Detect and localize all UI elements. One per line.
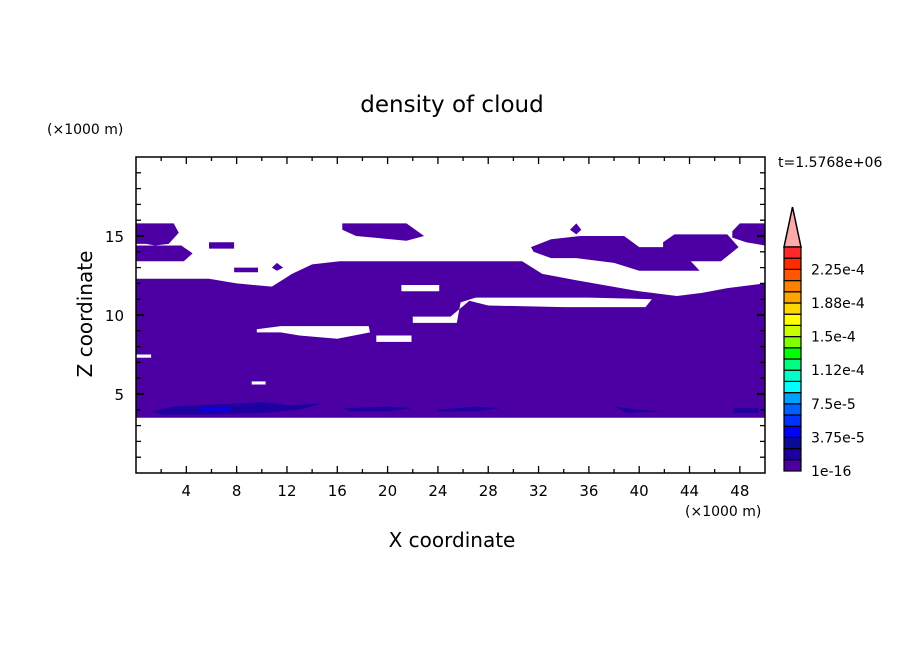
cloud-contour (136, 245, 193, 262)
colorbar-label: 1e-16 (811, 464, 851, 480)
cloud-gap (136, 354, 152, 358)
colorbar-swatch (783, 268, 802, 282)
colorbar-swatch (783, 369, 802, 383)
colorbar-swatch (783, 302, 802, 315)
colorbar-swatch (783, 459, 802, 472)
cloud-contour (271, 262, 284, 271)
cloud-contour (151, 401, 323, 415)
cloud-contour (136, 223, 179, 246)
colorbar-label: 2.25e-4 (811, 262, 865, 278)
colorbar-swatch (783, 380, 802, 394)
cloud-contour (342, 223, 425, 241)
y-tick-label: 10 (105, 307, 124, 325)
colorbar-label: 7.5e-5 (811, 397, 856, 413)
cloud-contour (733, 408, 759, 413)
y-tick-label: 5 (114, 386, 124, 404)
chart-title: density of cloud (360, 92, 543, 118)
x-unit-label: (×1000 m) (685, 504, 761, 520)
colorbar-swatch (783, 291, 802, 304)
colorbar-swatch (783, 257, 802, 271)
y-tick-label: 15 (105, 228, 124, 246)
colorbar: 2.25e-4 1.88e-4 1.5e-4 1.12e-4 7.5e-5 3.75e-5… (783, 206, 865, 480)
colorbar-swatch (783, 414, 802, 427)
colorbar-label: 3.75e-5 (811, 430, 865, 446)
cloud-gap (256, 326, 370, 339)
colorbar-overflow-arrow (783, 206, 802, 248)
cloud-contour (614, 406, 665, 413)
cloud-contour (343, 406, 413, 412)
colorbar-swatch (783, 448, 802, 461)
colorbar-swatch (783, 403, 802, 416)
plot-area (136, 223, 765, 418)
colorbar-swatch (783, 436, 802, 450)
cloud-contour (198, 408, 231, 411)
y-unit-label: (×1000 m) (47, 122, 123, 138)
colorbar-swatch (783, 425, 802, 439)
cloud-gap (251, 381, 266, 385)
x-tick-label: 40 (630, 482, 649, 500)
colorbar-label: 1.12e-4 (811, 363, 865, 379)
x-tick-label: 4 (182, 482, 192, 500)
colorbar-swatch (783, 336, 802, 349)
colorbar-label: 1.88e-4 (811, 296, 865, 312)
x-tick-label: 48 (730, 482, 749, 500)
cloud-contour (234, 267, 258, 273)
colorbar-swatch (783, 358, 802, 371)
cloud-contour (136, 261, 765, 418)
cloud-contour (663, 234, 739, 262)
x-tick-label: 36 (579, 482, 598, 500)
cloud-contour (437, 406, 501, 412)
time-label: t=1.5768e+06 (778, 155, 882, 171)
x-tick-label: 20 (378, 482, 397, 500)
colorbar-swatch (783, 280, 802, 293)
x-tick-label: 44 (680, 482, 699, 500)
x-tick-label: 24 (428, 482, 447, 500)
cloud-contour (732, 223, 765, 246)
colorbar-swatch (783, 347, 802, 360)
colorbar-label: 1.5e-4 (811, 330, 856, 346)
colorbar-swatch (783, 392, 802, 405)
x-tick-label: 8 (232, 482, 242, 500)
cloud-contour (209, 242, 235, 249)
cloud-gap (401, 285, 440, 292)
x-tick-label: 28 (479, 482, 498, 500)
y-axis-label: Z coordinate (73, 251, 97, 378)
x-axis-label: X coordinate (389, 528, 516, 552)
x-tick-label: 16 (328, 482, 347, 500)
x-tick-label: 12 (277, 482, 296, 500)
colorbar-swatch (783, 324, 802, 338)
colorbar-swatch (783, 246, 802, 259)
cloud-gap (412, 297, 652, 323)
x-tick-label: 32 (529, 482, 548, 500)
cloud-gap (376, 335, 412, 342)
cloud-contour (531, 236, 700, 271)
colorbar-swatch (783, 313, 802, 327)
cloud-contour (570, 223, 582, 235)
